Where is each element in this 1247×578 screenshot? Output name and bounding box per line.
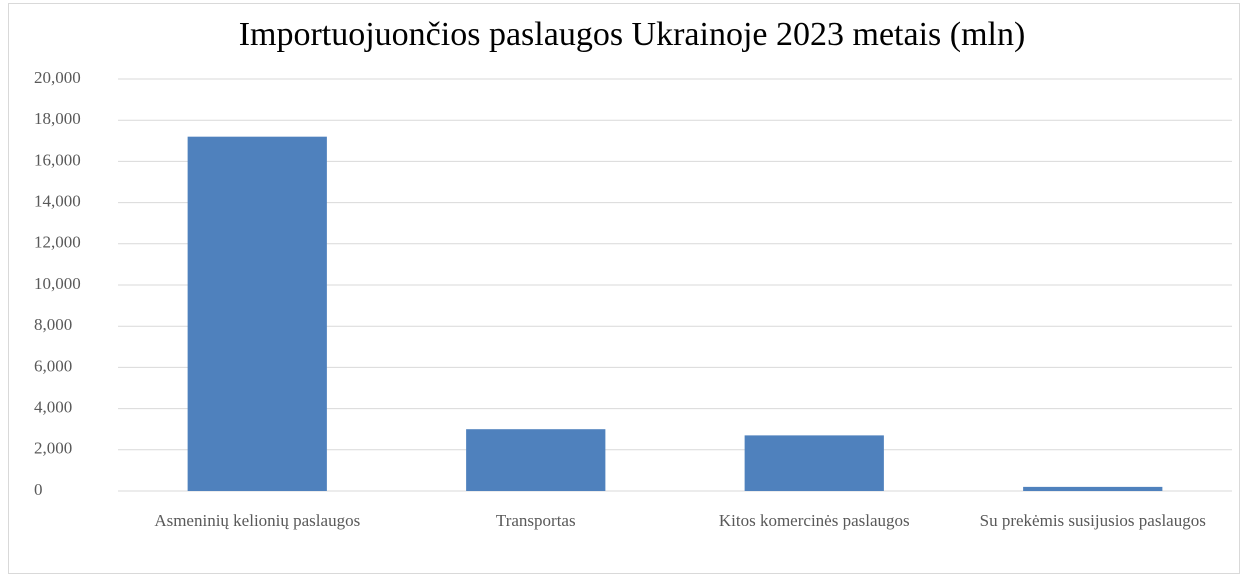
x-tick-label: Kitos komercinės paslaugos [718,511,910,530]
y-tick-label: 8,000 [34,315,72,334]
y-tick-label: 4,000 [34,398,72,417]
y-tick-label: 18,000 [34,109,81,128]
y-tick-label: 14,000 [34,192,81,211]
x-tick-label: Su prekėmis susijusios paslaugos [979,511,1206,530]
y-tick-label: 16,000 [34,150,81,169]
y-tick-label: 2,000 [34,439,72,458]
x-tick-label: Transportas [495,511,576,530]
y-tick-label: 0 [34,480,43,499]
chart-title: Importuojuončios paslaugos Ukrainoje 202… [239,16,1026,53]
x-tick-label: Asmeninių kelionių paslaugos [154,511,361,530]
bar [1023,486,1163,491]
y-tick-label: 20,000 [34,68,81,87]
y-tick-label: 6,000 [34,356,72,375]
bar [187,136,327,491]
y-tick-label: 10,000 [34,274,81,293]
bar [466,429,606,491]
y-tick-label: 12,000 [34,233,81,252]
bar [744,435,884,491]
